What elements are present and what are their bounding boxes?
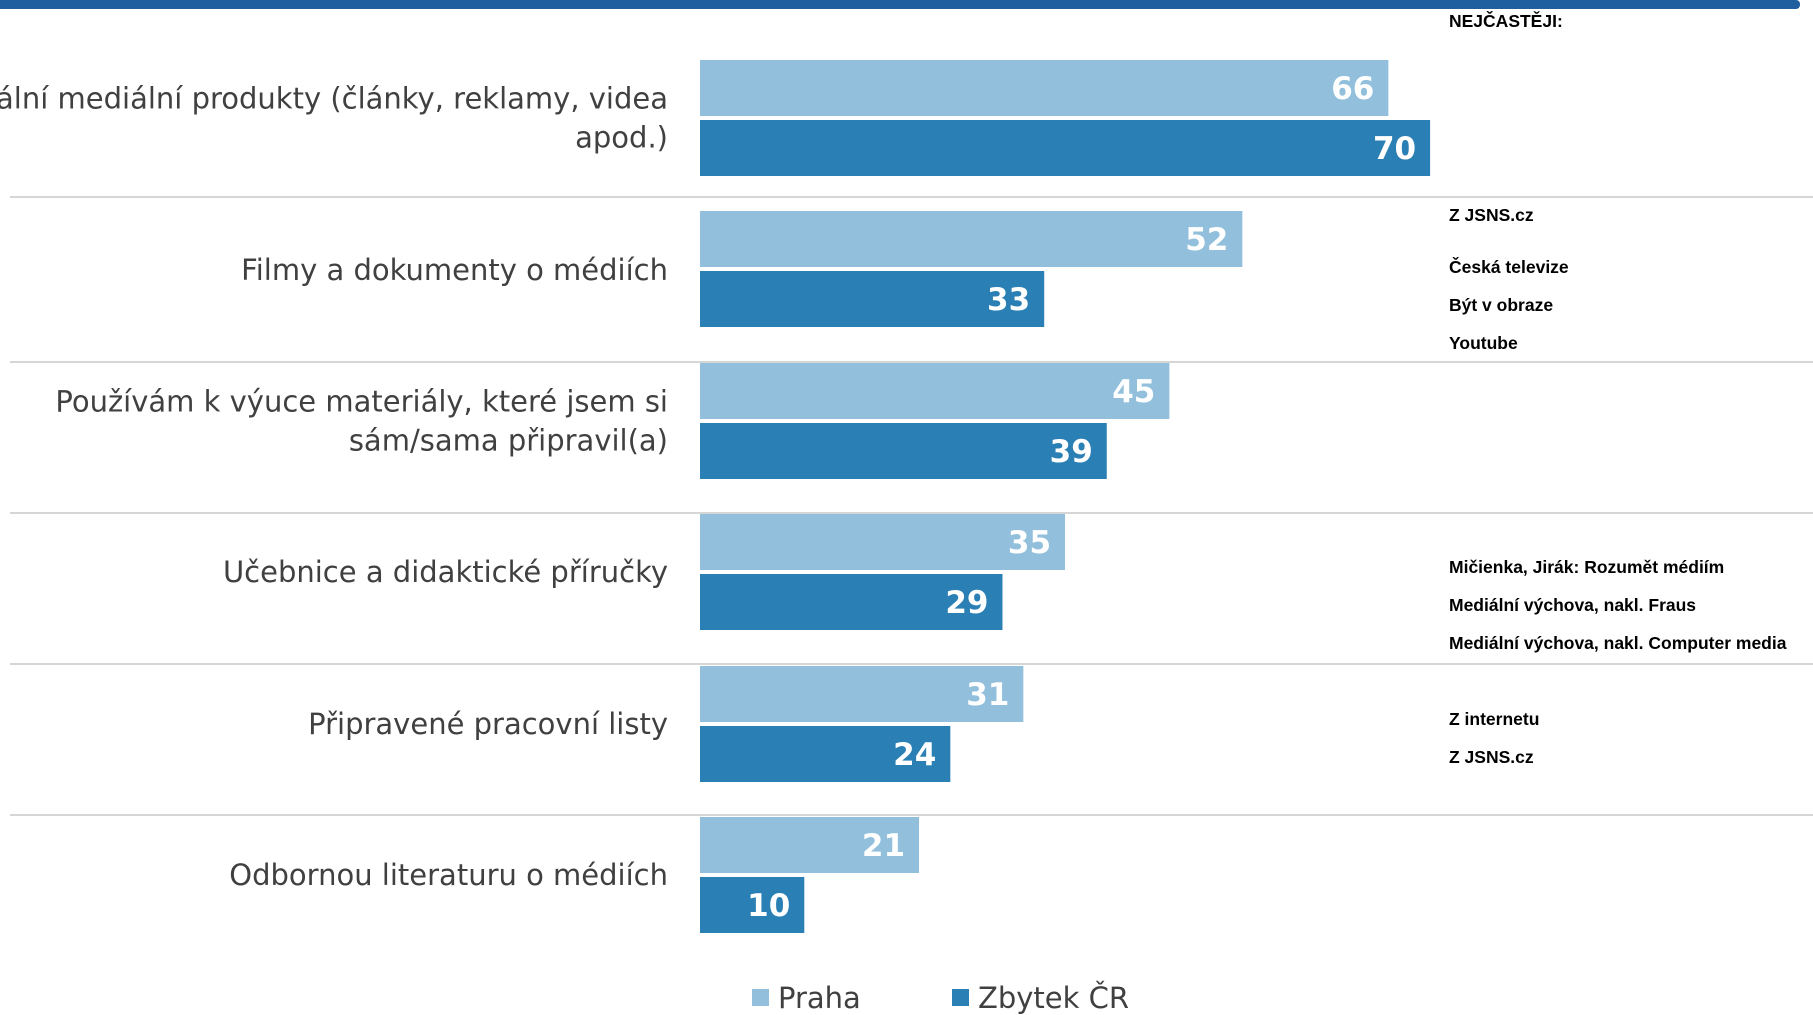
category-labels: Aktuální mediální produkty (články, rekl… (0, 82, 668, 893)
legend: Praha Zbytek ČR (752, 981, 1129, 1015)
category-label: Filmy a dokumenty o médiích (241, 253, 668, 287)
top-rule (0, 0, 1800, 9)
bar-praha (700, 666, 1024, 722)
bar-zbytek-cr (700, 423, 1107, 479)
value-label: 66 (1331, 71, 1374, 107)
bar-zbytek-cr (700, 877, 805, 933)
value-label: 33 (987, 282, 1030, 318)
legend-praha-label: Praha (778, 981, 861, 1015)
bar-zbytek-cr (700, 120, 1431, 176)
value-label: 21 (862, 828, 905, 864)
value-label: 29 (945, 585, 988, 621)
side-note-line: Z JSNS.cz (1449, 205, 1534, 225)
side-note-line: Z internetu (1449, 709, 1540, 729)
side-note-line: Mediální výchova, nakl. Computer media (1449, 633, 1787, 653)
side-note-line: Z JSNS.cz (1449, 747, 1534, 767)
category-label: Připravené pracovní listy (308, 707, 668, 741)
value-label: 45 (1112, 374, 1155, 410)
value-label: 24 (893, 737, 936, 773)
bar-zbytek-cr (700, 726, 951, 782)
value-label: 70 (1373, 131, 1416, 167)
bar-praha (700, 514, 1066, 570)
bar-praha (700, 60, 1389, 116)
category-label: Odbornou literaturu o médiích (229, 858, 668, 892)
side-note-line: Youtube (1449, 333, 1518, 353)
value-label: 39 (1050, 434, 1093, 470)
side-notes-panel: NEJČASTĚJI: Z JSNS.cz Česká televize Být v… (1449, 0, 1813, 1015)
side-note-line: Být v obraze (1449, 295, 1554, 315)
legend-zbytek-cr-swatch (952, 989, 969, 1006)
side-note-line: Česká televize (1449, 257, 1569, 277)
side-note-line: Mediální výchova, nakl. Fraus (1449, 595, 1697, 615)
value-label: 31 (966, 677, 1009, 713)
bar-zbytek-cr (700, 271, 1045, 327)
bar-praha (700, 817, 920, 873)
bar-zbytek-cr (700, 574, 1003, 630)
category-label: Používám k výuce materiály, které jsem s… (55, 385, 668, 458)
value-label: 10 (747, 888, 790, 924)
value-label: 52 (1185, 222, 1228, 258)
legend-praha-swatch (752, 989, 769, 1006)
legend-zbytek-cr-label: Zbytek ČR (978, 981, 1129, 1015)
row-separators (10, 196, 1813, 816)
category-label: Učebnice a didaktické příručky (223, 555, 668, 589)
category-label: Aktuální mediální produkty (články, rekl… (0, 82, 668, 155)
value-label: 35 (1008, 525, 1051, 561)
bar-praha (700, 211, 1243, 267)
side-note-line: Mičienka, Jirák: Rozumět médiím (1449, 557, 1725, 577)
side-notes-heading: NEJČASTĚJI: (1449, 11, 1563, 31)
bar-praha (700, 363, 1170, 419)
bars (700, 60, 1431, 933)
value-labels: 66 52 45 35 31 21 70 33 39 29 24 10 (747, 71, 1416, 924)
